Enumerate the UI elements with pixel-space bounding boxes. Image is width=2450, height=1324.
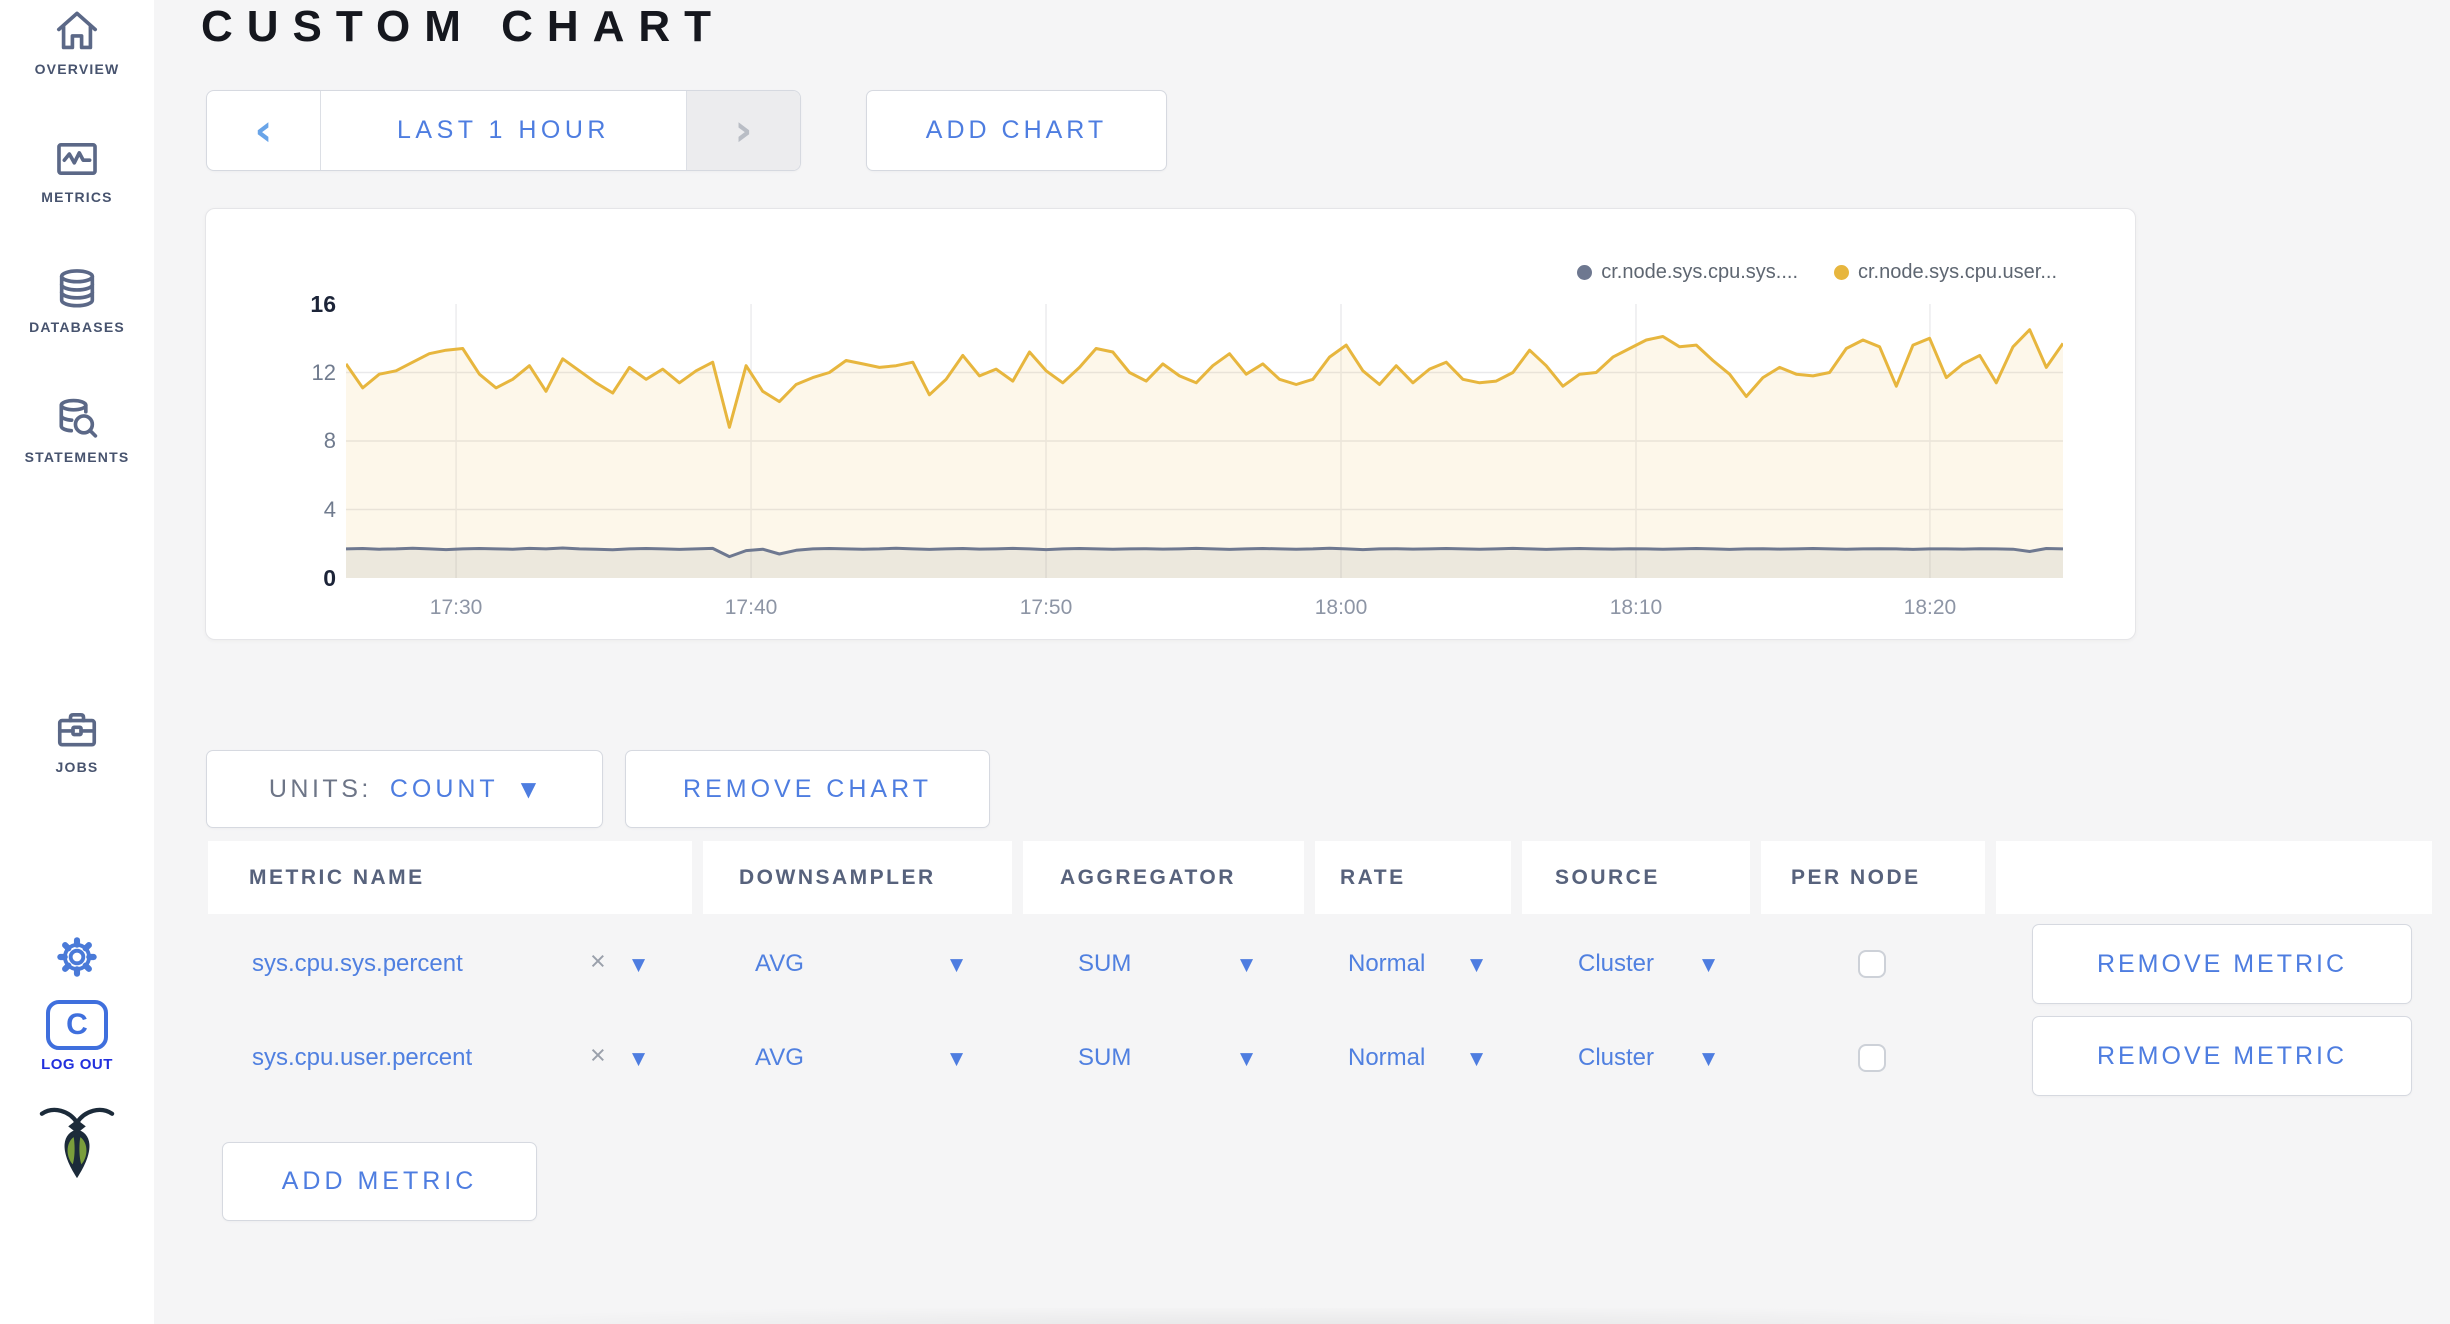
rate-select[interactable]: Normal — [1348, 950, 1426, 977]
legend-label: cr.node.sys.cpu.sys.... — [1601, 261, 1798, 283]
source-select[interactable]: Cluster — [1578, 950, 1655, 977]
chevron-down-icon: ▼ — [520, 777, 541, 801]
statements-icon — [54, 396, 100, 442]
metric-name-field[interactable]: sys.cpu.user.percent — [252, 1044, 473, 1071]
x-tick-label: 18:20 — [1903, 596, 1957, 619]
sidebar-item-label: METRICS — [41, 189, 113, 205]
x-tick-label: 18:00 — [1314, 596, 1368, 619]
metrics-icon — [54, 136, 100, 182]
downsampler-select[interactable]: AVG — [755, 1044, 804, 1071]
add-chart-button[interactable]: ADD CHART — [866, 90, 1167, 171]
column-header-actions — [1996, 841, 2432, 914]
downsampler-select[interactable]: AVG — [755, 950, 804, 977]
metric-dropdown-caret[interactable]: ▼ — [632, 1049, 646, 1069]
y-tick-label: 12 — [311, 359, 336, 385]
units-dropdown[interactable]: UNITS: COUNT ▼ — [206, 750, 603, 828]
column-header-aggregator: AGGREGATOR — [1023, 841, 1304, 914]
source-select[interactable]: Cluster — [1578, 1044, 1655, 1071]
y-tick-label: 8 — [323, 428, 336, 453]
aggregator-select[interactable]: SUM — [1078, 950, 1132, 977]
legend-item[interactable]: cr.node.sys.cpu.sys.... — [1577, 261, 1798, 284]
rate-select[interactable]: Normal — [1348, 1044, 1426, 1071]
column-header-rate: RATE — [1315, 841, 1511, 914]
sidebar-item-jobs[interactable]: JOBS — [0, 706, 154, 775]
sidebar-item-overview[interactable]: OVERVIEW — [0, 8, 154, 77]
x-tick-label: 18:10 — [1609, 596, 1663, 619]
units-value: COUNT — [389, 774, 499, 803]
add-metric-button[interactable]: ADD METRIC — [222, 1142, 537, 1221]
source-caret[interactable]: ▼ — [1702, 1049, 1716, 1069]
settings-button[interactable] — [0, 934, 154, 980]
legend-dot-icon — [1577, 265, 1593, 280]
column-header-metric-name: METRIC NAME — [208, 841, 692, 914]
gear-icon — [54, 934, 100, 980]
timeseries-chart — [344, 304, 2065, 578]
column-header-source: SOURCE — [1522, 841, 1750, 914]
remove-chart-button[interactable]: REMOVE CHART — [625, 750, 990, 828]
per-node-checkbox[interactable] — [1858, 950, 1886, 978]
jobs-icon — [54, 706, 100, 752]
logout-button[interactable]: C LOG OUT — [0, 1000, 154, 1073]
clear-metric-icon[interactable]: × — [590, 946, 606, 976]
units-label: UNITS: — [268, 774, 372, 803]
legend-dot-icon — [1834, 265, 1849, 280]
sidebar-item-label: OVERVIEW — [34, 61, 120, 77]
sidebar-item-label: DATABASES — [29, 319, 125, 335]
rate-caret[interactable]: ▼ — [1470, 955, 1484, 975]
page-title: CUSTOM CHART — [201, 2, 726, 51]
legend-item[interactable]: cr.node.sys.cpu.user... — [1834, 261, 2057, 284]
y-tick-label: 16 — [310, 291, 336, 317]
metric-row: sys.cpu.user.percent × ▼ AVG ▼ SUM ▼ Nor… — [0, 1008, 2450, 1108]
home-icon — [54, 8, 100, 54]
chevron-left-icon: ‹ — [254, 104, 273, 156]
sidebar: OVERVIEW METRICS DATABASES — [0, 0, 154, 1324]
per-node-checkbox[interactable] — [1858, 1044, 1886, 1072]
databases-icon — [54, 266, 100, 312]
chevron-right-icon: › — [734, 104, 753, 156]
clear-metric-icon[interactable]: × — [590, 1040, 606, 1070]
time-range-selector: ‹ LAST 1 HOUR › — [206, 90, 801, 171]
aggregator-caret[interactable]: ▼ — [1240, 1049, 1254, 1069]
cockroach-c-icon: C — [46, 1000, 108, 1050]
time-prev-button[interactable]: ‹ — [207, 91, 321, 170]
rate-caret[interactable]: ▼ — [1470, 1049, 1484, 1069]
chart-card: cr.node.sys.cpu.sys.... cr.node.sys.cpu.u… — [205, 208, 2136, 640]
column-header-per-node: PER NODE — [1761, 841, 1985, 914]
cockroachdb-logo — [0, 1100, 154, 1184]
time-next-button[interactable]: › — [686, 91, 800, 170]
time-range-value[interactable]: LAST 1 HOUR — [397, 116, 610, 144]
sidebar-item-metrics[interactable]: METRICS — [0, 136, 154, 205]
x-tick-label: 17:50 — [1019, 596, 1073, 619]
y-tick-label: 0 — [323, 565, 336, 591]
y-tick-label: 4 — [323, 496, 336, 522]
metric-row: sys.cpu.sys.percent × ▼ AVG ▼ SUM ▼ Norm… — [0, 914, 2450, 1014]
aggregator-select[interactable]: SUM — [1078, 1044, 1132, 1071]
chart-legend: cr.node.sys.cpu.sys.... cr.node.sys.cpu.u… — [1577, 261, 2057, 284]
sidebar-item-label: STATEMENTS — [24, 449, 130, 465]
metric-name-field[interactable]: sys.cpu.sys.percent — [252, 950, 463, 977]
column-header-downsampler: DOWNSAMPLER — [703, 841, 1012, 914]
sidebar-item-label: JOBS — [55, 759, 99, 775]
cockroach-bug-icon — [38, 1100, 116, 1184]
chart-plot[interactable]: 0 4 8 12 16 17:30 17:40 17:50 18:00 18:10 18:20 — [310, 291, 2065, 619]
remove-metric-button[interactable]: REMOVE METRIC — [2032, 924, 2412, 1004]
legend-label: cr.node.sys.cpu.user... — [1858, 261, 2057, 283]
sidebar-item-statements[interactable]: STATEMENTS — [0, 396, 154, 465]
source-caret[interactable]: ▼ — [1702, 955, 1716, 975]
aggregator-caret[interactable]: ▼ — [1240, 955, 1254, 975]
sidebar-item-databases[interactable]: DATABASES — [0, 266, 154, 335]
remove-metric-button[interactable]: REMOVE METRIC — [2032, 1016, 2412, 1096]
x-tick-label: 17:30 — [429, 596, 483, 619]
scroll-shadow — [154, 1308, 2450, 1324]
downsampler-caret[interactable]: ▼ — [950, 955, 964, 975]
logout-label: LOG OUT — [41, 1056, 113, 1073]
metric-dropdown-caret[interactable]: ▼ — [632, 955, 646, 975]
downsampler-caret[interactable]: ▼ — [950, 1049, 964, 1069]
x-tick-label: 17:40 — [724, 596, 778, 619]
